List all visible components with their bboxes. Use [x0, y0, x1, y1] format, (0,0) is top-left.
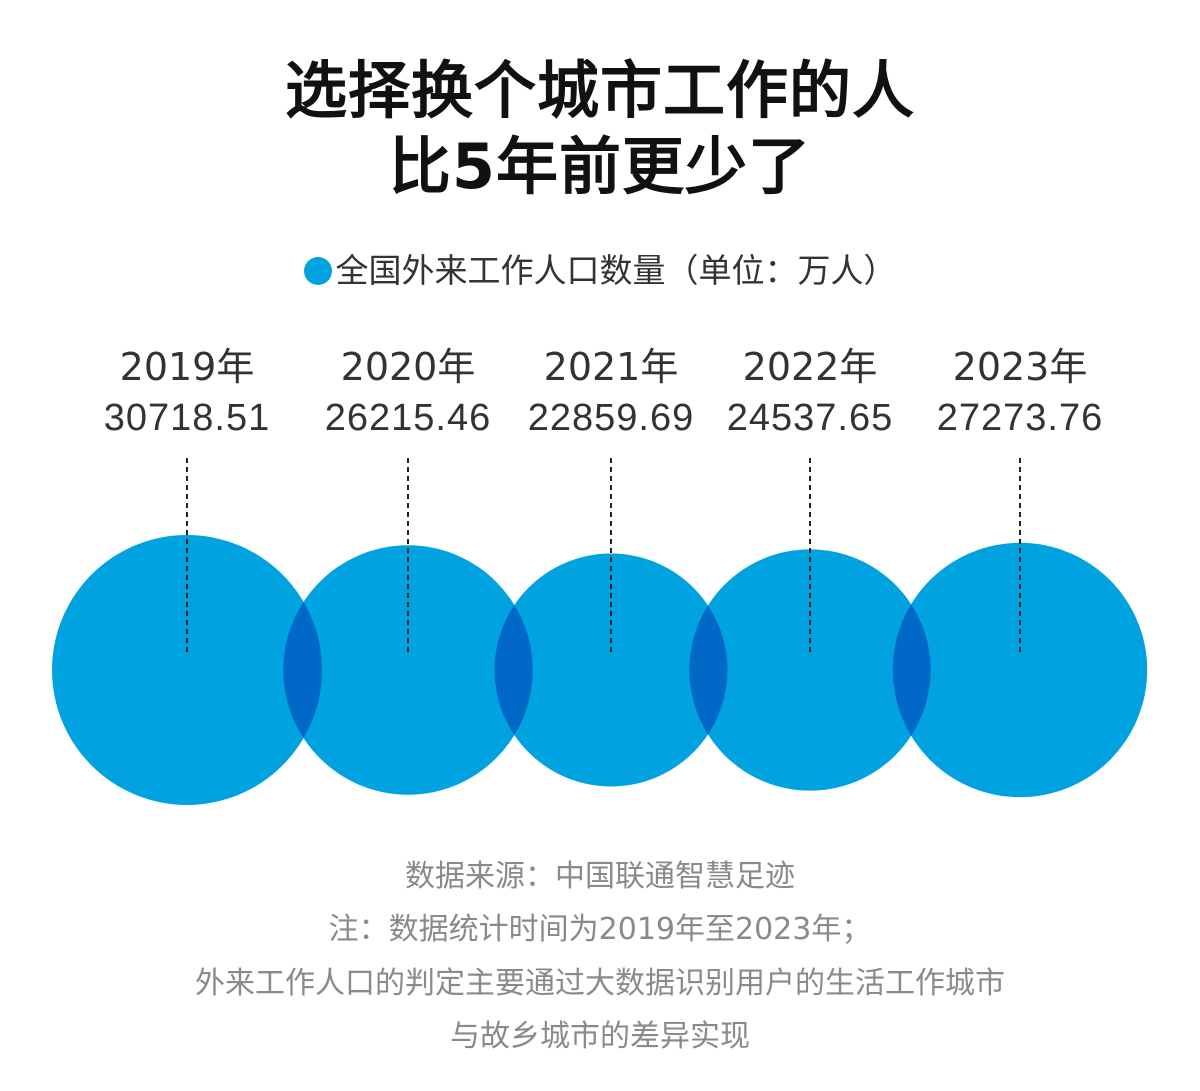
year-label-5: 2023年: [953, 345, 1088, 389]
footnote-2: 外来工作人口的判定主要通过大数据识别用户的生活工作城市: [195, 966, 1005, 1001]
chart-title-line-1: 选择换个城市工作的人: [284, 54, 915, 127]
chart-title-line-2: 比5年前更少了: [388, 130, 812, 203]
legend-marker-icon: [303, 257, 332, 285]
bubble-4: [689, 549, 931, 791]
data-source: 数据来源：中国联通智慧足迹: [405, 859, 795, 894]
bubble-2: [283, 545, 533, 795]
value-label-2: 26215.46: [325, 397, 492, 439]
year-label-2: 2020年: [341, 345, 476, 389]
value-label-3: 22859.69: [528, 397, 695, 439]
footnote-3: 与故乡城市的差异实现: [450, 1019, 750, 1054]
value-label-5: 27273.76: [937, 397, 1104, 439]
year-label-4: 2022年: [743, 345, 878, 389]
legend: 全国外来工作人口数量（单位：万人）: [0, 246, 1200, 296]
value-label-4: 24537.65: [727, 397, 894, 439]
year-label-1: 2019年: [120, 345, 255, 389]
legend-label: 全国外来工作人口数量（单位：万人）: [335, 251, 897, 290]
bubble-5: [892, 542, 1148, 798]
year-label-3: 2021年: [544, 345, 679, 389]
bubble-3: [494, 553, 728, 787]
value-label-1: 30718.51: [104, 397, 271, 439]
bubble-1: [52, 535, 322, 805]
footnote-1: 注：数据统计时间为2019年至2023年；: [328, 912, 872, 947]
